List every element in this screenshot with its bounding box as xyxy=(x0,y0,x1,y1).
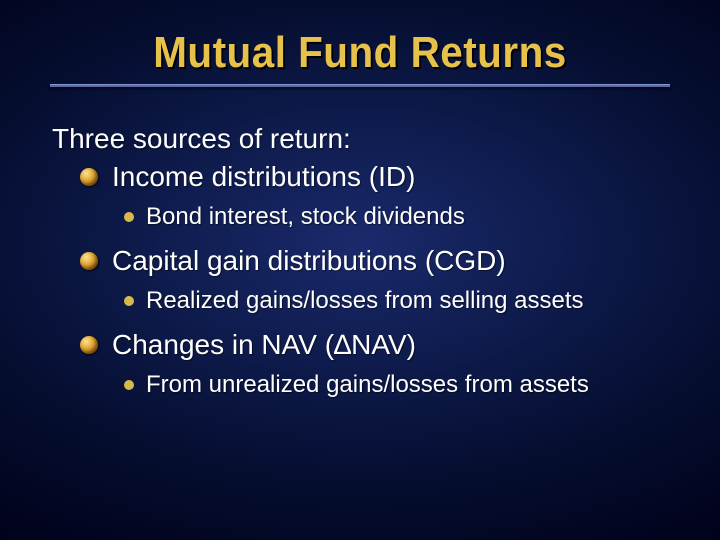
sphere-bullet-icon xyxy=(80,168,98,186)
dot-bullet-icon xyxy=(124,296,134,306)
title-underline xyxy=(50,84,670,87)
list-item: Capital gain distributions (CGD) xyxy=(80,245,678,277)
slide: Mutual Fund Returns Three sources of ret… xyxy=(0,0,720,540)
list-item-label: Changes in NAV (∆NAV) xyxy=(112,329,416,361)
dot-bullet-icon xyxy=(124,212,134,222)
list-subitem-label: Bond interest, stock dividends xyxy=(146,203,465,231)
slide-title: Mutual Fund Returns xyxy=(67,28,652,78)
list-item: Income distributions (ID) xyxy=(80,161,678,193)
list-subitem: From unrealized gains/losses from assets xyxy=(124,371,678,399)
list-item-label: Income distributions (ID) xyxy=(112,161,415,193)
list-subitem-label: From unrealized gains/losses from assets xyxy=(146,371,589,399)
list-item-label: Capital gain distributions (CGD) xyxy=(112,245,506,277)
sphere-bullet-icon xyxy=(80,252,98,270)
intro-text: Three sources of return: xyxy=(52,123,678,155)
list-subitem: Realized gains/losses from selling asset… xyxy=(124,287,678,315)
slide-content: Three sources of return: Income distribu… xyxy=(42,123,678,399)
list-subitem-label: Realized gains/losses from selling asset… xyxy=(146,287,584,315)
sphere-bullet-icon xyxy=(80,336,98,354)
list-item: Changes in NAV (∆NAV) xyxy=(80,329,678,361)
dot-bullet-icon xyxy=(124,380,134,390)
list-subitem: Bond interest, stock dividends xyxy=(124,203,678,231)
